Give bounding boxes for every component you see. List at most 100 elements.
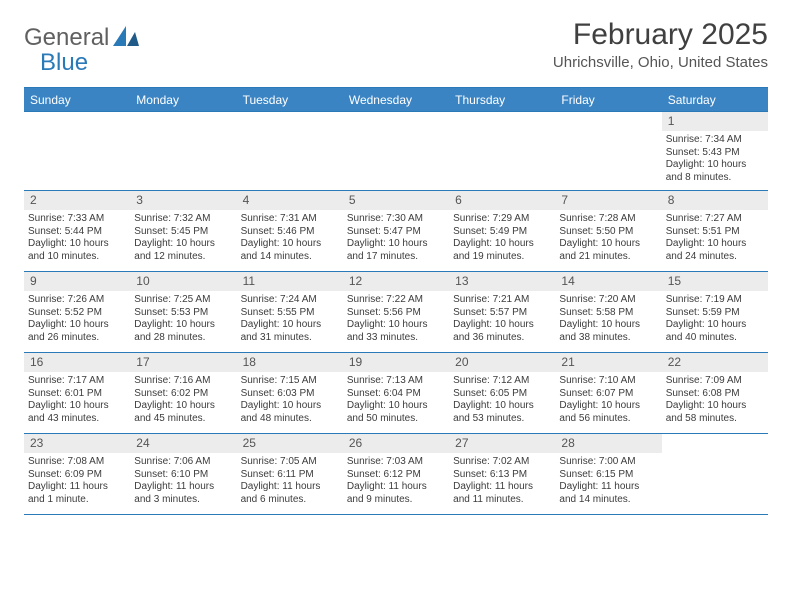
- calendar-day: [555, 112, 661, 190]
- day-daylight: Daylight: 10 hours and 21 minutes.: [559, 238, 657, 263]
- calendar-day: 12Sunrise: 7:22 AMSunset: 5:56 PMDayligh…: [343, 272, 449, 352]
- calendar-day: 28Sunrise: 7:00 AMSunset: 6:15 PMDayligh…: [555, 434, 661, 514]
- calendar-week: 9Sunrise: 7:26 AMSunset: 5:52 PMDaylight…: [24, 272, 768, 353]
- month-title: February 2025: [553, 18, 768, 52]
- day-sunset: Sunset: 6:01 PM: [28, 388, 126, 401]
- calendar-day: 4Sunrise: 7:31 AMSunset: 5:46 PMDaylight…: [237, 191, 343, 271]
- day-sunset: Sunset: 6:09 PM: [28, 469, 126, 482]
- day-number: 21: [555, 353, 661, 372]
- day-sunrise: Sunrise: 7:05 AM: [241, 456, 339, 469]
- day-sunrise: Sunrise: 7:08 AM: [28, 456, 126, 469]
- day-number: 18: [237, 353, 343, 372]
- day-daylight: Daylight: 10 hours and 24 minutes.: [666, 238, 764, 263]
- day-daylight: Daylight: 10 hours and 33 minutes.: [347, 319, 445, 344]
- logo-sail-icon: [113, 26, 139, 51]
- day-number: 15: [662, 272, 768, 291]
- calendar-day: 9 Sunrise: 7:26 AMSunset: 5:52 PMDaylight…: [24, 272, 130, 352]
- day-sunset: Sunset: 6:02 PM: [134, 388, 232, 401]
- calendar-day: 10Sunrise: 7:25 AMSunset: 5:53 PMDayligh…: [130, 272, 236, 352]
- day-sunrise: Sunrise: 7:12 AM: [453, 375, 551, 388]
- day-sunset: Sunset: 6:07 PM: [559, 388, 657, 401]
- calendar-day: 18Sunrise: 7:15 AMSunset: 6:03 PMDayligh…: [237, 353, 343, 433]
- day-sunset: Sunset: 5:51 PM: [666, 226, 764, 239]
- calendar-day: 11Sunrise: 7:24 AMSunset: 5:55 PMDayligh…: [237, 272, 343, 352]
- day-daylight: Daylight: 10 hours and 10 minutes.: [28, 238, 126, 263]
- day-header-sat: Saturday: [662, 88, 768, 111]
- day-sunset: Sunset: 6:08 PM: [666, 388, 764, 401]
- calendar-day: 15Sunrise: 7:19 AMSunset: 5:59 PMDayligh…: [662, 272, 768, 352]
- day-sunrise: Sunrise: 7:34 AM: [666, 134, 764, 147]
- day-sunrise: Sunrise: 7:24 AM: [241, 294, 339, 307]
- calendar-day: 17Sunrise: 7:16 AMSunset: 6:02 PMDayligh…: [130, 353, 236, 433]
- day-sunrise: Sunrise: 7:33 AM: [28, 213, 126, 226]
- day-daylight: Daylight: 10 hours and 12 minutes.: [134, 238, 232, 263]
- calendar-day: 6Sunrise: 7:29 AMSunset: 5:49 PMDaylight…: [449, 191, 555, 271]
- day-number: 3: [130, 191, 236, 210]
- calendar-day: 22Sunrise: 7:09 AMSunset: 6:08 PMDayligh…: [662, 353, 768, 433]
- day-sunrise: Sunrise: 7:26 AM: [28, 294, 126, 307]
- calendar-day: 16Sunrise: 7:17 AMSunset: 6:01 PMDayligh…: [24, 353, 130, 433]
- day-sunrise: Sunrise: 7:00 AM: [559, 456, 657, 469]
- day-daylight: Daylight: 10 hours and 56 minutes.: [559, 400, 657, 425]
- day-daylight: Daylight: 10 hours and 48 minutes.: [241, 400, 339, 425]
- day-sunset: Sunset: 6:03 PM: [241, 388, 339, 401]
- calendar-day: 7Sunrise: 7:28 AMSunset: 5:50 PMDaylight…: [555, 191, 661, 271]
- day-sunrise: Sunrise: 7:10 AM: [559, 375, 657, 388]
- day-daylight: Daylight: 11 hours and 6 minutes.: [241, 481, 339, 506]
- day-sunset: Sunset: 6:15 PM: [559, 469, 657, 482]
- day-sunrise: Sunrise: 7:03 AM: [347, 456, 445, 469]
- day-daylight: Daylight: 11 hours and 3 minutes.: [134, 481, 232, 506]
- day-header-mon: Monday: [130, 88, 236, 111]
- calendar-day: [449, 112, 555, 190]
- day-number: 10: [130, 272, 236, 291]
- day-sunrise: Sunrise: 7:29 AM: [453, 213, 551, 226]
- day-number: 7: [555, 191, 661, 210]
- day-header-tue: Tuesday: [237, 88, 343, 111]
- day-number: 20: [449, 353, 555, 372]
- day-daylight: Daylight: 10 hours and 53 minutes.: [453, 400, 551, 425]
- calendar-day: 27Sunrise: 7:02 AMSunset: 6:13 PMDayligh…: [449, 434, 555, 514]
- day-sunrise: Sunrise: 7:16 AM: [134, 375, 232, 388]
- day-header-wed: Wednesday: [343, 88, 449, 111]
- day-sunrise: Sunrise: 7:25 AM: [134, 294, 232, 307]
- day-sunset: Sunset: 5:59 PM: [666, 307, 764, 320]
- day-daylight: Daylight: 10 hours and 26 minutes.: [28, 319, 126, 344]
- day-daylight: Daylight: 11 hours and 1 minute.: [28, 481, 126, 506]
- calendar-day: 3Sunrise: 7:32 AMSunset: 5:45 PMDaylight…: [130, 191, 236, 271]
- logo: General: [24, 24, 139, 52]
- day-number: 22: [662, 353, 768, 372]
- day-daylight: Daylight: 10 hours and 8 minutes.: [666, 159, 764, 184]
- day-daylight: Daylight: 11 hours and 9 minutes.: [347, 481, 445, 506]
- day-sunrise: Sunrise: 7:31 AM: [241, 213, 339, 226]
- day-sunset: Sunset: 6:04 PM: [347, 388, 445, 401]
- day-sunrise: Sunrise: 7:19 AM: [666, 294, 764, 307]
- day-number: 13: [449, 272, 555, 291]
- calendar-day: 19Sunrise: 7:13 AMSunset: 6:04 PMDayligh…: [343, 353, 449, 433]
- day-sunrise: Sunrise: 7:20 AM: [559, 294, 657, 307]
- day-number: 9: [24, 272, 130, 291]
- calendar-day: 24Sunrise: 7:06 AMSunset: 6:10 PMDayligh…: [130, 434, 236, 514]
- day-sunset: Sunset: 5:52 PM: [28, 307, 126, 320]
- day-number: 8: [662, 191, 768, 210]
- calendar-day: 20Sunrise: 7:12 AMSunset: 6:05 PMDayligh…: [449, 353, 555, 433]
- day-sunrise: Sunrise: 7:21 AM: [453, 294, 551, 307]
- day-sunset: Sunset: 5:53 PM: [134, 307, 232, 320]
- day-sunrise: Sunrise: 7:28 AM: [559, 213, 657, 226]
- day-number: 12: [343, 272, 449, 291]
- day-sunset: Sunset: 5:56 PM: [347, 307, 445, 320]
- day-sunrise: Sunrise: 7:09 AM: [666, 375, 764, 388]
- day-number: 28: [555, 434, 661, 453]
- calendar-day-header: Sunday Monday Tuesday Wednesday Thursday…: [24, 87, 768, 112]
- day-number: 24: [130, 434, 236, 453]
- day-sunset: Sunset: 5:57 PM: [453, 307, 551, 320]
- logo-text-general: General: [24, 24, 109, 52]
- calendar-day: 8Sunrise: 7:27 AMSunset: 5:51 PMDaylight…: [662, 191, 768, 271]
- calendar-day: [662, 434, 768, 514]
- logo-text-blue: Blue: [40, 49, 88, 76]
- day-daylight: Daylight: 10 hours and 38 minutes.: [559, 319, 657, 344]
- day-sunrise: Sunrise: 7:17 AM: [28, 375, 126, 388]
- day-sunset: Sunset: 6:13 PM: [453, 469, 551, 482]
- day-header-sun: Sunday: [24, 88, 130, 111]
- day-sunset: Sunset: 6:11 PM: [241, 469, 339, 482]
- day-daylight: Daylight: 10 hours and 50 minutes.: [347, 400, 445, 425]
